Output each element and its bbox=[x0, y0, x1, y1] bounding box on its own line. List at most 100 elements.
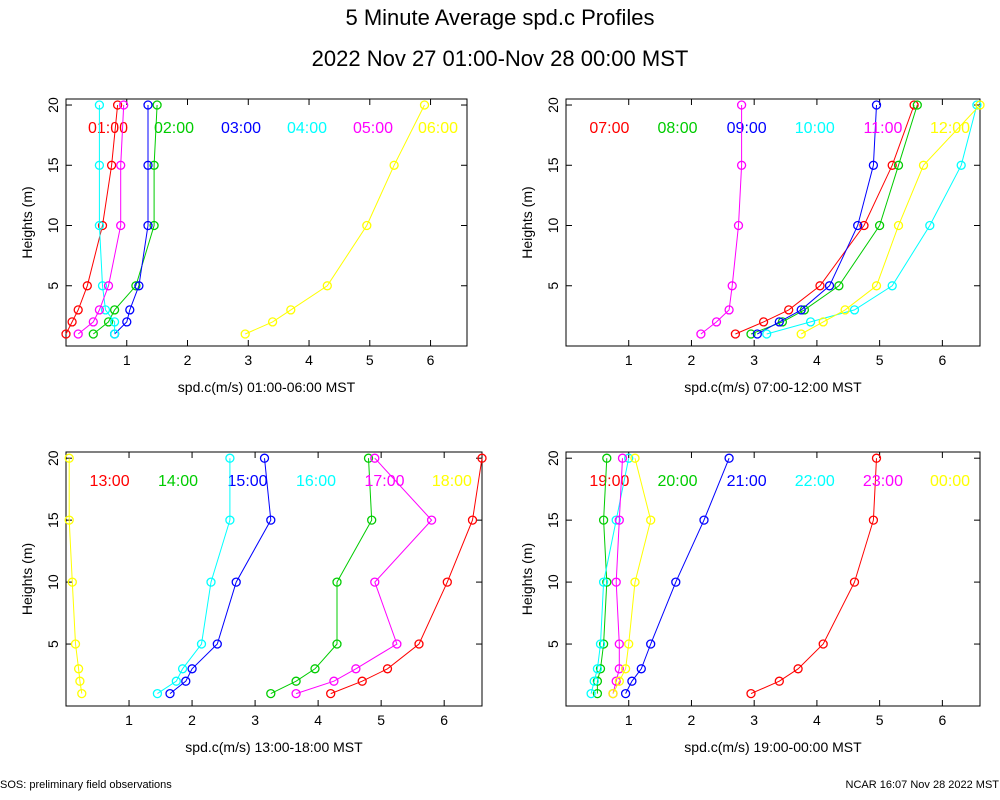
series-label-1900: 19:00 bbox=[589, 473, 629, 490]
series-line-0000 bbox=[612, 458, 652, 694]
y-tick-label: 15 bbox=[545, 512, 561, 528]
data-point bbox=[67, 577, 77, 587]
data-point bbox=[171, 676, 181, 686]
data-point bbox=[624, 639, 634, 649]
data-point bbox=[727, 281, 737, 291]
data-point bbox=[796, 329, 806, 339]
data-point bbox=[291, 676, 301, 686]
series-label-0200: 02:00 bbox=[154, 120, 194, 137]
x-tick-label: 2 bbox=[184, 352, 192, 368]
panel-1: 1 2 3 4 5 6 5 10 15 20 spd.c(m/s) 01:00-06:00 MST H… bbox=[19, 97, 468, 395]
data-point bbox=[736, 160, 747, 170]
x-tick-label: 1 bbox=[125, 712, 133, 728]
x-tick-label: 5 bbox=[366, 352, 374, 368]
x-tick-label: 2 bbox=[688, 352, 696, 368]
data-point bbox=[671, 577, 681, 587]
plot-frame bbox=[565, 451, 981, 707]
data-point bbox=[595, 664, 606, 674]
data-point bbox=[620, 688, 631, 699]
data-point bbox=[64, 515, 74, 525]
data-point bbox=[70, 639, 81, 649]
data-point bbox=[322, 281, 332, 291]
data-point bbox=[357, 676, 367, 686]
data-point bbox=[849, 577, 860, 587]
y-tick-label: 10 bbox=[545, 574, 561, 590]
data-point bbox=[94, 100, 105, 110]
data-point bbox=[620, 664, 631, 674]
series-line-0800 bbox=[750, 104, 918, 335]
series-label-0800: 08:00 bbox=[657, 120, 697, 137]
y-tick-label: 5 bbox=[545, 282, 561, 290]
series-label-0900: 09:00 bbox=[727, 120, 767, 137]
panel-2: 1 2 3 4 5 6 5 10 15 20 spd.c(m/s) 07:00-12:00 MST H… bbox=[519, 97, 985, 395]
data-point bbox=[815, 281, 825, 291]
y-tick-label: 10 bbox=[45, 574, 61, 590]
data-point bbox=[624, 453, 634, 463]
series-label-0500: 05:00 bbox=[353, 120, 393, 137]
series-label-0000: 00:00 bbox=[930, 473, 970, 490]
x-tick-label: 6 bbox=[938, 352, 946, 368]
y-tick-label: 5 bbox=[45, 640, 61, 648]
plot-frame bbox=[565, 98, 981, 347]
y-tick-label: 15 bbox=[45, 157, 61, 173]
series-label-2200: 22:00 bbox=[795, 473, 835, 490]
footer-right-text: NCAR 16:07 Nov 28 2022 MST bbox=[846, 779, 1000, 791]
x-tick-label: 4 bbox=[813, 712, 821, 728]
data-point bbox=[181, 676, 191, 686]
data-point bbox=[119, 100, 129, 110]
data-point bbox=[840, 305, 850, 315]
x-tick-label: 6 bbox=[938, 712, 946, 728]
data-point bbox=[874, 220, 885, 231]
data-point bbox=[419, 100, 430, 110]
data-point bbox=[291, 688, 301, 699]
data-point bbox=[868, 160, 879, 170]
data-point bbox=[818, 317, 828, 327]
x-tick-label: 5 bbox=[377, 712, 385, 728]
data-point bbox=[259, 453, 270, 463]
data-point bbox=[100, 305, 111, 315]
data-point bbox=[592, 676, 603, 686]
data-point bbox=[370, 577, 380, 587]
data-point bbox=[94, 305, 105, 315]
data-point bbox=[67, 317, 77, 327]
series-line-1800 bbox=[68, 458, 83, 694]
y-axis-label: Heights (m) bbox=[19, 186, 35, 258]
y-tick-label: 20 bbox=[45, 450, 61, 466]
data-point bbox=[909, 100, 919, 110]
data-point bbox=[94, 160, 105, 170]
data-point bbox=[73, 305, 83, 315]
data-point bbox=[724, 453, 734, 463]
x-tick-label: 3 bbox=[750, 712, 758, 728]
data-point bbox=[614, 515, 624, 525]
data-point bbox=[240, 329, 250, 339]
data-point bbox=[442, 577, 452, 587]
series-label-0300: 03:00 bbox=[221, 120, 261, 137]
footer-left-text: SOS: preliminary field observations bbox=[0, 779, 172, 791]
data-point bbox=[326, 688, 336, 699]
data-point bbox=[859, 220, 869, 231]
x-tick-label: 3 bbox=[251, 712, 259, 728]
x-tick-label: 3 bbox=[750, 352, 758, 368]
data-point bbox=[266, 515, 276, 525]
series-line-1300 bbox=[330, 458, 483, 695]
data-point bbox=[88, 317, 98, 327]
data-point bbox=[225, 453, 235, 463]
series-label-0600: 06:00 bbox=[418, 120, 458, 137]
x-tick-label: 5 bbox=[876, 712, 884, 728]
data-point bbox=[149, 220, 159, 231]
data-point bbox=[206, 577, 216, 587]
data-point bbox=[887, 281, 897, 291]
series-line-1400 bbox=[270, 458, 373, 695]
data-point bbox=[125, 305, 135, 315]
x-tick-label: 6 bbox=[427, 352, 435, 368]
data-point bbox=[849, 305, 860, 315]
data-point bbox=[871, 100, 882, 110]
data-point bbox=[925, 220, 935, 231]
data-point bbox=[116, 220, 126, 231]
plot-frame bbox=[65, 451, 483, 707]
series-line-1600 bbox=[157, 458, 231, 695]
data-point bbox=[351, 664, 361, 674]
data-point bbox=[627, 676, 637, 686]
x-tick-label: 4 bbox=[314, 712, 322, 728]
